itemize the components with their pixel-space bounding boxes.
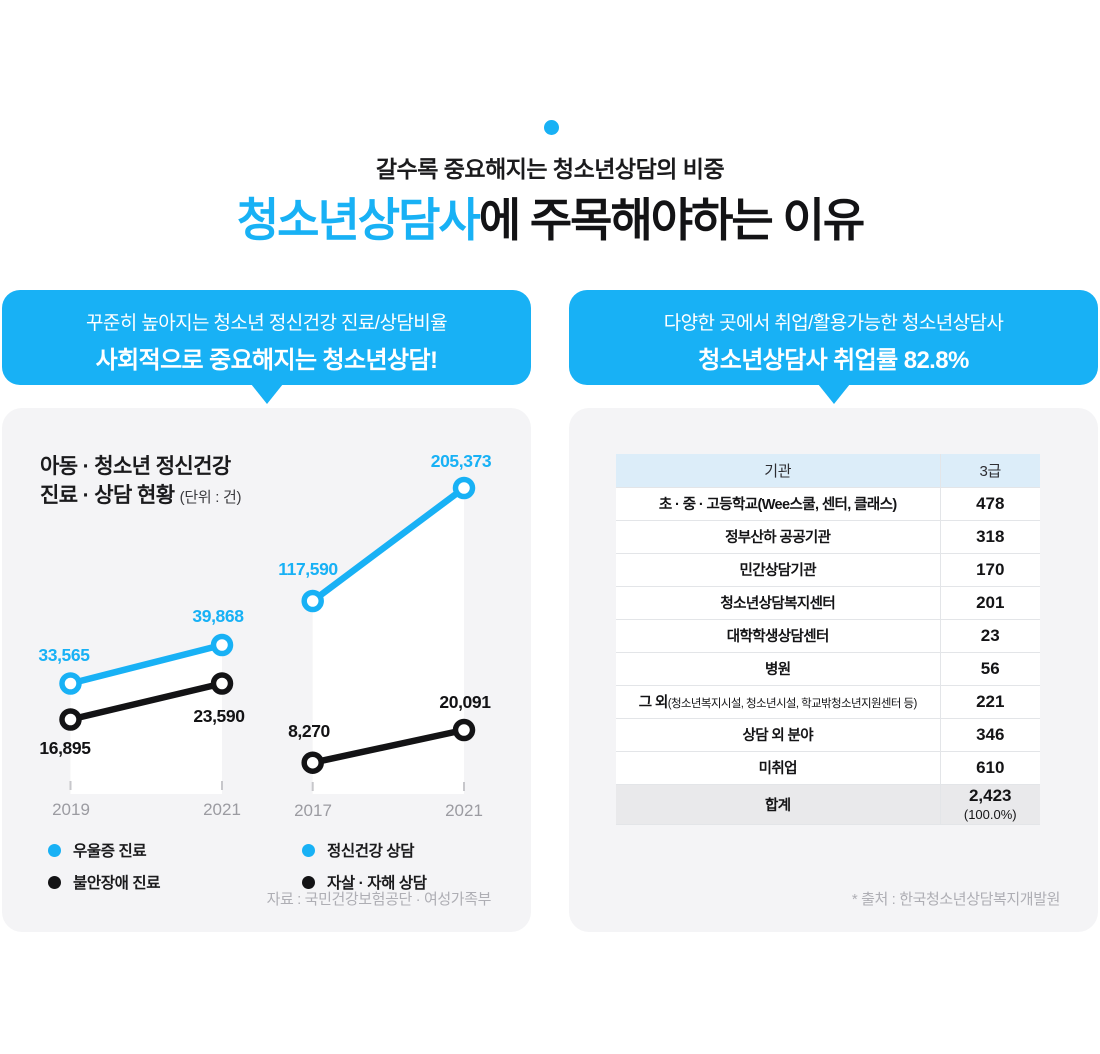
table-row: 민간상담기관 170	[616, 553, 1040, 587]
data-point	[301, 589, 324, 613]
left-callout-tail	[250, 384, 283, 404]
value-label: 20,091	[439, 692, 491, 712]
right-callout-bubble: 다양한 곳에서 취업/활용가능한 청소년상담사 청소년상담사 취업률 82.8%	[569, 290, 1098, 404]
table-row: 대학학생상담센터 23	[616, 619, 1040, 653]
value-label: 23,590	[193, 706, 245, 726]
legend-label: 정신건강 상담	[327, 843, 415, 860]
title-highlight: 청소년상담사	[236, 194, 481, 246]
count-cell: 23	[940, 619, 1040, 653]
right-column: 다양한 곳에서 취업/활용가능한 청소년상담사 청소년상담사 취업률 82.8%…	[569, 290, 1098, 932]
x-axis-label: 2021	[445, 801, 483, 820]
table-row: 초 · 중 · 고등학교(Wee스쿨, 센터, 클래스) 478	[616, 487, 1040, 521]
count-cell: 221	[940, 685, 1040, 719]
org-cell: 정부산하 공공기관	[616, 520, 941, 554]
legend-label: 불안장애 진료	[73, 875, 161, 892]
data-point	[452, 718, 476, 742]
chart-source: 자료 : 국민건강보험공단 · 여성가족부	[266, 891, 492, 908]
org-cell: 민간상담기관	[616, 553, 941, 587]
table-row: 상담 외 분야 346	[616, 718, 1040, 752]
chart-area-band	[312, 488, 464, 794]
data-point	[59, 672, 82, 695]
table-source: * 출처 : 한국청소년상담복지개발원	[851, 891, 1061, 908]
chart-area-band	[70, 645, 222, 794]
left-callout-line1: 꾸준히 높아지는 청소년 정신건강 진료/상담비율	[86, 313, 448, 334]
left-column: 꾸준히 높아지는 청소년 정신건강 진료/상담비율 사회적으로 중요해지는 청소…	[2, 290, 531, 932]
table-row: 병원 56	[616, 652, 1040, 686]
org-cell: 병원	[616, 652, 941, 686]
x-axis-label: 2019	[52, 800, 90, 819]
legend-treatment: 우울증 진료 불안장애 진료	[48, 834, 160, 898]
table-header-row: 기관 3급	[616, 454, 1040, 488]
legend-swatch-black	[302, 875, 315, 889]
data-point	[59, 708, 82, 731]
count-cell: 2,423 (100.0%)	[940, 784, 1040, 825]
data-point	[301, 751, 324, 774]
series-line-depression	[67, 641, 226, 687]
legend-label: 우울증 진료	[73, 843, 147, 860]
chart-unit-label: (단위 : 건)	[179, 489, 242, 506]
accent-dot	[544, 120, 559, 135]
count-cell: 318	[940, 520, 1040, 554]
header-org: 기관	[616, 454, 941, 488]
legend-item: 불안장애 진료	[48, 866, 160, 898]
count-cell: 56	[940, 652, 1040, 686]
chart-title-line1: 아동 · 청소년 정신건강	[40, 455, 231, 478]
count-cell: 201	[940, 586, 1040, 620]
data-point	[210, 672, 234, 695]
title-rest: 에 주목해야하는 이유	[478, 194, 865, 246]
page-subtitle: 갈수록 중요해지는 청소년상담의 비중	[375, 156, 725, 182]
legend-item: 우울증 진료	[48, 834, 160, 866]
series-line-anxiety	[67, 680, 226, 723]
org-cell: 그 외(청소년복지시설, 청소년시설, 학교밖청소년지원센터 등)	[616, 685, 941, 719]
org-cell: 상담 외 분야	[616, 718, 941, 752]
legend-item: 정신건강 상담	[302, 834, 427, 866]
org-cell: 초 · 중 · 고등학교(Wee스쿨, 센터, 클래스)	[616, 487, 941, 521]
value-label: 8,270	[288, 721, 330, 741]
count-cell: 170	[940, 553, 1040, 587]
value-label: 16,895	[39, 738, 91, 758]
count-cell: 346	[940, 718, 1040, 752]
series-line-suicide-selfharm	[309, 726, 468, 766]
legend-item: 자살 · 자해 상담	[302, 866, 427, 898]
x-axis-label: 2017	[294, 801, 332, 820]
legend-counseling: 정신건강 상담 자살 · 자해 상담	[302, 834, 427, 898]
value-label: 205,373	[431, 451, 492, 471]
header-grade3: 3급	[940, 454, 1040, 488]
page-title: 청소년상담사에 주목해야하는 이유	[0, 184, 1100, 250]
table-row-total: 합계 2,423 (100.0%)	[616, 784, 1040, 825]
legend-swatch-blue	[48, 843, 61, 857]
org-cell: 합계	[616, 784, 941, 825]
right-callout-line1: 다양한 곳에서 취업/활용가능한 청소년상담사	[663, 313, 1004, 334]
chart-title: 아동 · 청소년 정신건강 진료 · 상담 현황 (단위 : 건)	[40, 452, 241, 512]
chart-panel: 아동 · 청소년 정신건강 진료 · 상담 현황 (단위 : 건) 33,565…	[2, 408, 531, 932]
count-cell: 478	[940, 487, 1040, 521]
count-cell: 610	[940, 751, 1040, 785]
value-label: 33,565	[38, 645, 90, 665]
right-callout-tail	[817, 384, 850, 404]
value-label: 39,868	[192, 606, 244, 626]
table-row: 미취업 610	[616, 751, 1040, 785]
series-line-mental-health	[309, 484, 468, 605]
legend-swatch-blue	[302, 843, 315, 857]
legend-label: 자살 · 자해 상담	[327, 875, 427, 892]
right-callout-line2: 청소년상담사 취업률 82.8%	[698, 347, 969, 374]
employment-table: 기관 3급 초 · 중 · 고등학교(Wee스쿨, 센터, 클래스) 478 정부산…	[616, 454, 1040, 825]
table-row: 청소년상담복지센터 201	[616, 586, 1040, 620]
org-cell: 미취업	[616, 751, 941, 785]
line-chart-counseling: 117,590 205,373 8,270 20,091 2017 2021	[278, 451, 492, 820]
table-row: 정부산하 공공기관 318	[616, 520, 1040, 554]
left-callout-bubble: 꾸준히 높아지는 청소년 정신건강 진료/상담비율 사회적으로 중요해지는 청소…	[2, 290, 531, 404]
data-point	[210, 633, 234, 657]
legend-swatch-black	[48, 875, 61, 889]
data-point	[452, 476, 476, 500]
left-callout-line2: 사회적으로 중요해지는 청소년상담!	[95, 347, 438, 374]
org-cell: 대학학생상담센터	[616, 619, 941, 653]
x-axis-label: 2021	[203, 800, 241, 819]
table-row: 그 외(청소년복지시설, 청소년시설, 학교밖청소년지원센터 등) 221	[616, 685, 1040, 719]
value-label: 117,590	[278, 559, 338, 579]
chart-title-line2: 진료 · 상담 현황 (단위 : 건)	[40, 484, 242, 507]
org-cell: 청소년상담복지센터	[616, 586, 941, 620]
table-panel: 기관 3급 초 · 중 · 고등학교(Wee스쿨, 센터, 클래스) 478 정부산…	[569, 408, 1098, 932]
line-chart-treatment: 33,565 39,868 16,895 23,590 2019 2021	[38, 606, 245, 819]
